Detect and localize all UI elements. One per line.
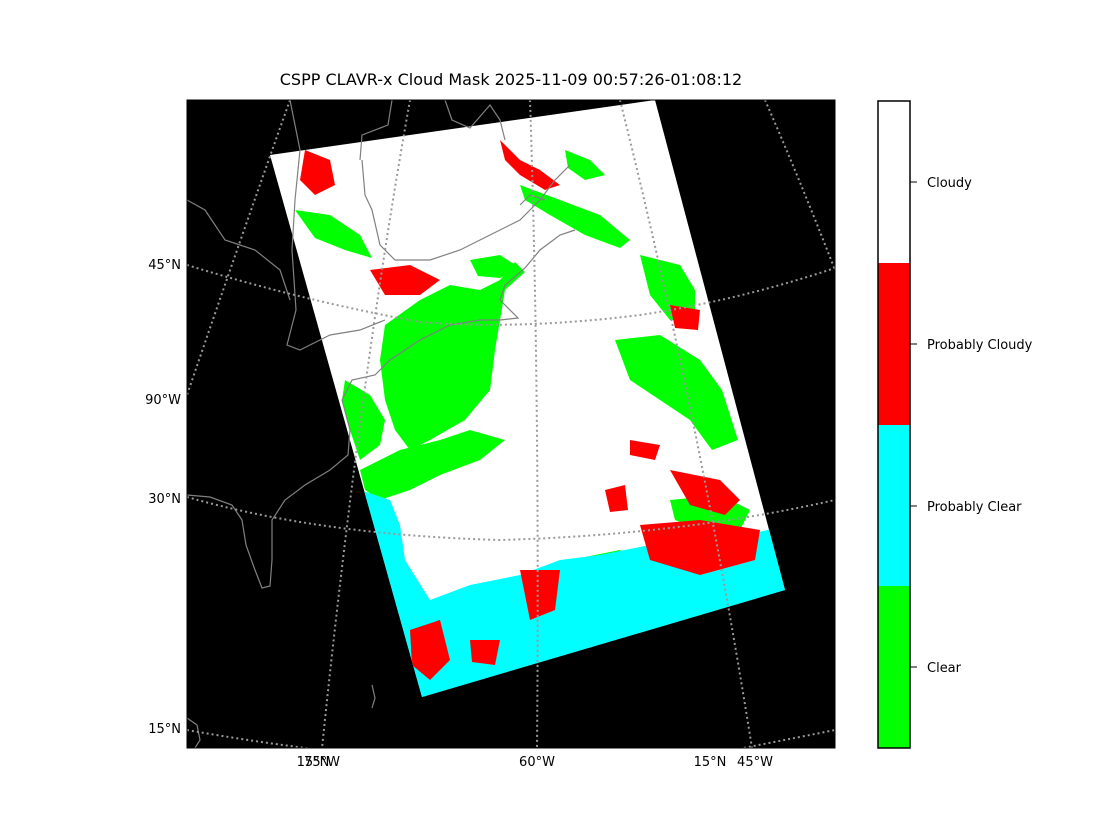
colorbar-label-clear: Clear (927, 661, 962, 676)
lat-label-30n: 30°N (148, 492, 181, 507)
lon-label-60w: 60°W (519, 755, 555, 770)
colorbar-segment-probably-clear (878, 425, 910, 586)
colorbar-label-probably-cloudy: Probably Cloudy (927, 338, 1033, 353)
probably-cloudy-patch-1 (300, 150, 335, 195)
probably-cloudy-patch-11 (630, 440, 660, 460)
clear-region-north (520, 185, 630, 248)
probably-cloudy-patch-2 (500, 140, 560, 190)
map-frame (186, 99, 836, 749)
clear-region-east1 (640, 255, 695, 320)
probably-cloudy-patch-3 (370, 265, 440, 295)
lon-label-15n-left: 15°N (297, 755, 330, 770)
clear-region-newfoundland (565, 150, 605, 180)
probably-cloudy-patch-10 (470, 640, 500, 665)
probably-cloudy-patch-5 (640, 520, 760, 575)
clear-region-northwest (295, 210, 372, 258)
probably-cloudy-patch-9 (670, 305, 700, 330)
probably-cloudy-patch-8 (605, 485, 628, 512)
lat-label-45n: 45°N (148, 258, 181, 273)
lat-label-90w: 90°W (145, 393, 181, 408)
probably-clear-band (360, 490, 785, 697)
colorbar-segment-clear (878, 586, 910, 748)
lon-label-15n-right: 15°N (694, 755, 727, 770)
coastlines (187, 100, 576, 748)
clear-region-east2 (615, 335, 738, 450)
probably-cloudy-patch-7 (520, 570, 560, 620)
clear-region-midatlantic (380, 262, 525, 450)
probably-cloudy-patch-4 (670, 470, 740, 515)
clear-region-southeast (342, 380, 385, 460)
lon-label-45w: 45°W (737, 755, 773, 770)
lat-label-15n: 15°N (148, 722, 181, 737)
colorbar: Cloudy Probably Cloudy Probably Clear Cl… (877, 100, 1033, 749)
clear-region-carolina (360, 430, 505, 500)
clear-region-greatlakes (470, 255, 520, 278)
probably-cloudy-patch-6 (410, 620, 450, 680)
lon-label-75w: 75°W (304, 755, 340, 770)
figure-title: CSPP CLAVR-x Cloud Mask 2025-11-09 00:57… (279, 70, 743, 89)
colorbar-segment-cloudy (878, 101, 910, 263)
colorbar-segment-probably-cloudy (878, 263, 910, 425)
colorbar-label-probably-clear: Probably Clear (927, 500, 1022, 515)
colorbar-label-cloudy: Cloudy (927, 176, 972, 191)
colorbar-frame (877, 100, 911, 749)
